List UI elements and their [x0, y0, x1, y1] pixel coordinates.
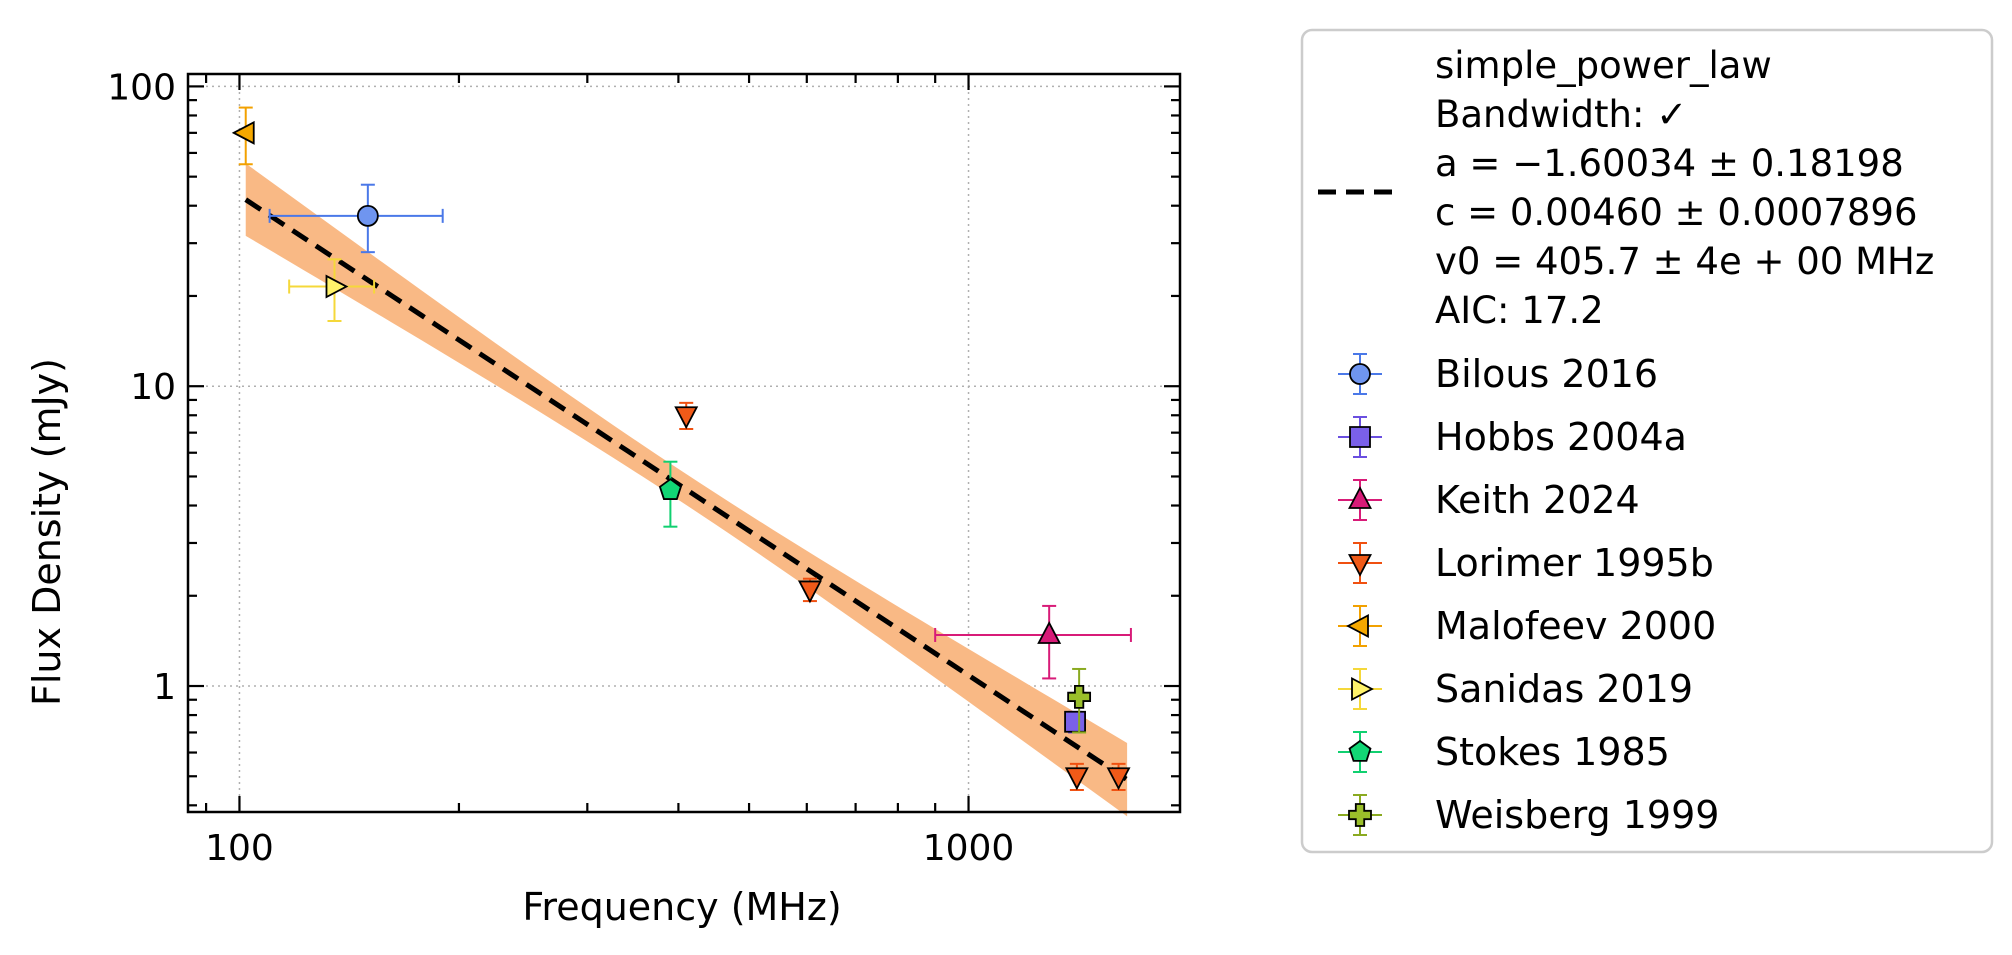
legend-marker [1351, 677, 1374, 701]
legend-fit-text: Bandwidth: ✓ [1435, 93, 1687, 136]
data-point [268, 183, 444, 254]
legend-fit-text: a = −1.60034 ± 0.18198 [1435, 142, 1904, 185]
fit-uncertainty-band [245, 163, 1128, 817]
y-tick-label: 1 [153, 667, 176, 708]
plot-frame [186, 72, 1182, 814]
data-point [674, 401, 699, 430]
x-axis-label: Frequency (MHz) [522, 885, 841, 929]
data-point [288, 258, 376, 323]
point-marker [674, 406, 699, 430]
legend-label: Lorimer 1995b [1435, 541, 1714, 585]
data-point [934, 604, 1132, 680]
legend-label: Hobbs 2004a [1435, 415, 1687, 459]
y-axis-label: Flux Density (mJy) [25, 358, 69, 706]
legend-entry: Stokes 1985 [1338, 730, 1670, 774]
fit-line [244, 197, 1129, 782]
point-marker [325, 274, 349, 299]
axes-frame [186, 72, 1182, 814]
legend-label: Keith 2024 [1435, 478, 1640, 522]
data-point [797, 577, 822, 604]
data-point [1106, 762, 1131, 791]
legend-marker [1348, 486, 1372, 509]
legend-fit-text: c = 0.00460 ± 0.0007896 [1435, 191, 1917, 234]
data-point [658, 460, 682, 528]
data-point [1064, 762, 1089, 791]
fit-line-layer [244, 197, 1129, 782]
x-tick-label: 1000 [923, 828, 1015, 869]
point-marker [1064, 767, 1089, 791]
point-marker [1106, 767, 1131, 791]
legend-fit-text: simple_power_law [1435, 44, 1772, 87]
legend-marker [1349, 426, 1371, 448]
data-points-layer [231, 106, 1132, 791]
legend-entry-fit: simple_power_law Bandwidth: ✓ a = −1.60034… [1318, 44, 1934, 332]
fit-band-layer [245, 163, 1128, 817]
data-point [1067, 667, 1092, 734]
data-point [1064, 710, 1086, 734]
y-tick-label: 10 [130, 367, 176, 408]
point-marker [658, 478, 682, 500]
data-point [231, 106, 255, 166]
legend-fit-text: AIC: 17.2 [1435, 289, 1604, 332]
legend-entry: Hobbs 2004a [1338, 415, 1687, 459]
legend: simple_power_law Bandwidth: ✓ a = −1.60034… [1300, 28, 1994, 854]
point-marker [797, 580, 822, 604]
legend-entry: Lorimer 1995b [1338, 541, 1714, 585]
legend-marker [1348, 739, 1372, 762]
legend-marker [1346, 614, 1369, 638]
point-marker [1067, 684, 1092, 709]
legend-entry: Sanidas 2019 [1338, 667, 1693, 711]
axis-ticks: 100 1000 1 10 100 [107, 67, 1180, 869]
legend-label: Malofeev 2000 [1435, 604, 1716, 648]
legend-marker [1348, 554, 1372, 577]
point-marker [1064, 710, 1086, 733]
point-marker [356, 204, 379, 227]
legend-marker [1349, 363, 1371, 385]
legend-label: Weisberg 1999 [1435, 793, 1719, 837]
legend-label: Sanidas 2019 [1435, 667, 1693, 711]
legend-fit-text: v0 = 405.7 ± 4e + 00 MHz [1435, 240, 1934, 283]
x-tick-label: 100 [205, 828, 274, 869]
point-marker [1037, 621, 1062, 644]
legend-entry: Weisberg 1999 [1338, 793, 1719, 837]
legend-label: Bilous 2016 [1435, 352, 1658, 396]
legend-box [1300, 28, 1994, 854]
point-marker [231, 120, 255, 145]
legend-entry: Keith 2024 [1338, 478, 1640, 522]
legend-label: Stokes 1985 [1435, 730, 1670, 774]
legend-marker [1348, 803, 1372, 827]
y-tick-label: 100 [107, 67, 176, 108]
legend-entry: Bilous 2016 [1338, 352, 1658, 396]
legend-entry: Malofeev 2000 [1338, 604, 1716, 648]
